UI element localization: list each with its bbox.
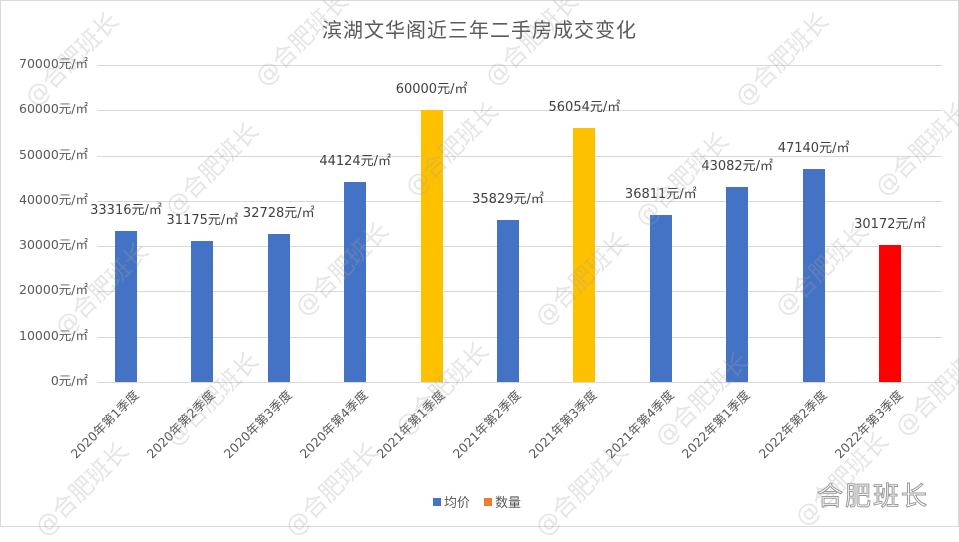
data-label: 33316元/㎡	[90, 203, 162, 219]
bar	[649, 215, 672, 382]
data-label: 31175元/㎡	[166, 212, 239, 228]
gridline	[97, 155, 942, 157]
data-label: 56054元/㎡	[548, 100, 621, 116]
data-label: 47140元/㎡	[777, 140, 850, 156]
chart-title: 滨湖文华阁近三年二手房成交变化	[322, 18, 637, 42]
legend: 均价 数量	[433, 492, 521, 511]
y-tick-label: 10000元/㎡	[19, 327, 88, 343]
data-label: 60000元/㎡	[395, 82, 468, 98]
data-label: 44124元/㎡	[319, 154, 392, 170]
legend-label: 均价	[444, 496, 471, 511]
y-tick-label: 20000元/㎡	[19, 282, 88, 298]
data-label: 32728元/㎡	[242, 205, 315, 221]
gridline	[97, 110, 942, 112]
legend-item-avg-price: 均价	[433, 492, 470, 511]
bar	[802, 168, 825, 382]
bar	[497, 219, 519, 382]
brand-watermark: 合肥班长	[816, 482, 929, 513]
gridline	[97, 291, 942, 293]
data-label: 35829元/㎡	[472, 191, 544, 207]
gridline	[97, 382, 942, 383]
legend-swatch-icon	[484, 497, 493, 506]
bar	[573, 128, 596, 382]
gridline	[97, 246, 942, 248]
y-tick-label: 0元/㎡	[50, 373, 88, 388]
legend-item-quantity: 数量	[484, 492, 521, 511]
data-label: 36811元/㎡	[624, 187, 697, 203]
legend-label: 数量	[495, 496, 522, 511]
y-tick-label: 70000元/㎡	[19, 56, 88, 71]
bar	[726, 186, 749, 382]
y-tick-label: 60000元/㎡	[19, 101, 88, 117]
y-tick-label: 30000元/㎡	[19, 237, 88, 253]
gridline	[97, 336, 942, 338]
bar	[879, 245, 901, 382]
bar	[267, 233, 290, 382]
bar	[420, 110, 443, 382]
legend-swatch-icon	[433, 497, 441, 506]
bar	[115, 231, 137, 382]
data-label: 30172元/㎡	[854, 217, 926, 233]
y-tick-label: 40000元/㎡	[19, 191, 88, 207]
gridline	[97, 200, 942, 202]
bar	[191, 240, 214, 382]
bar	[344, 182, 367, 382]
y-tick-label: 50000元/㎡	[19, 146, 88, 162]
gridline	[97, 65, 942, 66]
data-label: 43082元/㎡	[701, 158, 774, 174]
chart-frame	[0, 0, 959, 527]
